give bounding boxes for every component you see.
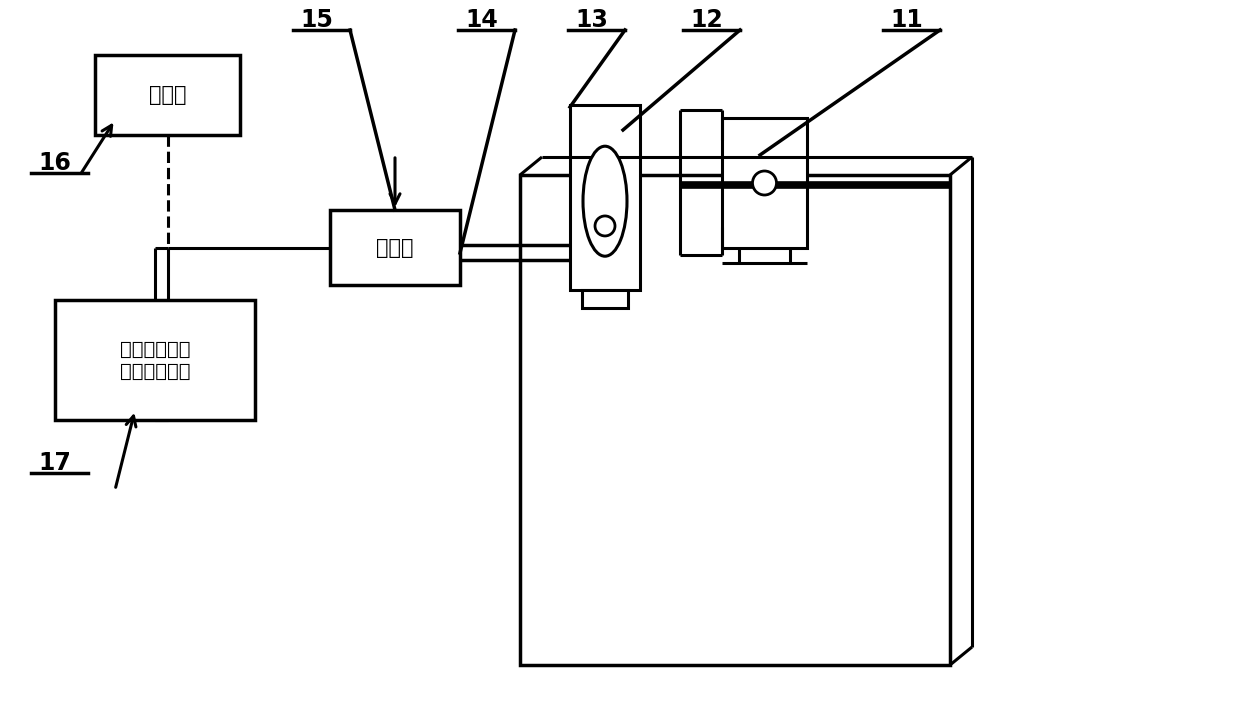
Text: 13: 13 (575, 8, 608, 32)
Text: 11: 11 (890, 8, 923, 32)
Circle shape (753, 171, 776, 195)
Text: 14: 14 (465, 8, 497, 32)
Ellipse shape (583, 146, 627, 256)
Text: 示波器: 示波器 (149, 85, 186, 105)
Bar (583, 290, 627, 308)
Bar (570, 105, 640, 290)
Circle shape (595, 216, 615, 236)
Text: 16: 16 (38, 151, 71, 175)
Bar (55, 300, 255, 420)
Bar (95, 55, 241, 135)
Text: 15: 15 (300, 8, 332, 32)
Text: 转速监测系统
数据处理单元: 转速监测系统 数据处理单元 (120, 340, 190, 380)
Bar (722, 118, 807, 248)
Text: 波大器: 波大器 (376, 238, 414, 258)
Bar (520, 175, 950, 665)
Text: 12: 12 (689, 8, 723, 32)
Bar (330, 210, 460, 285)
Text: 17: 17 (38, 451, 71, 475)
